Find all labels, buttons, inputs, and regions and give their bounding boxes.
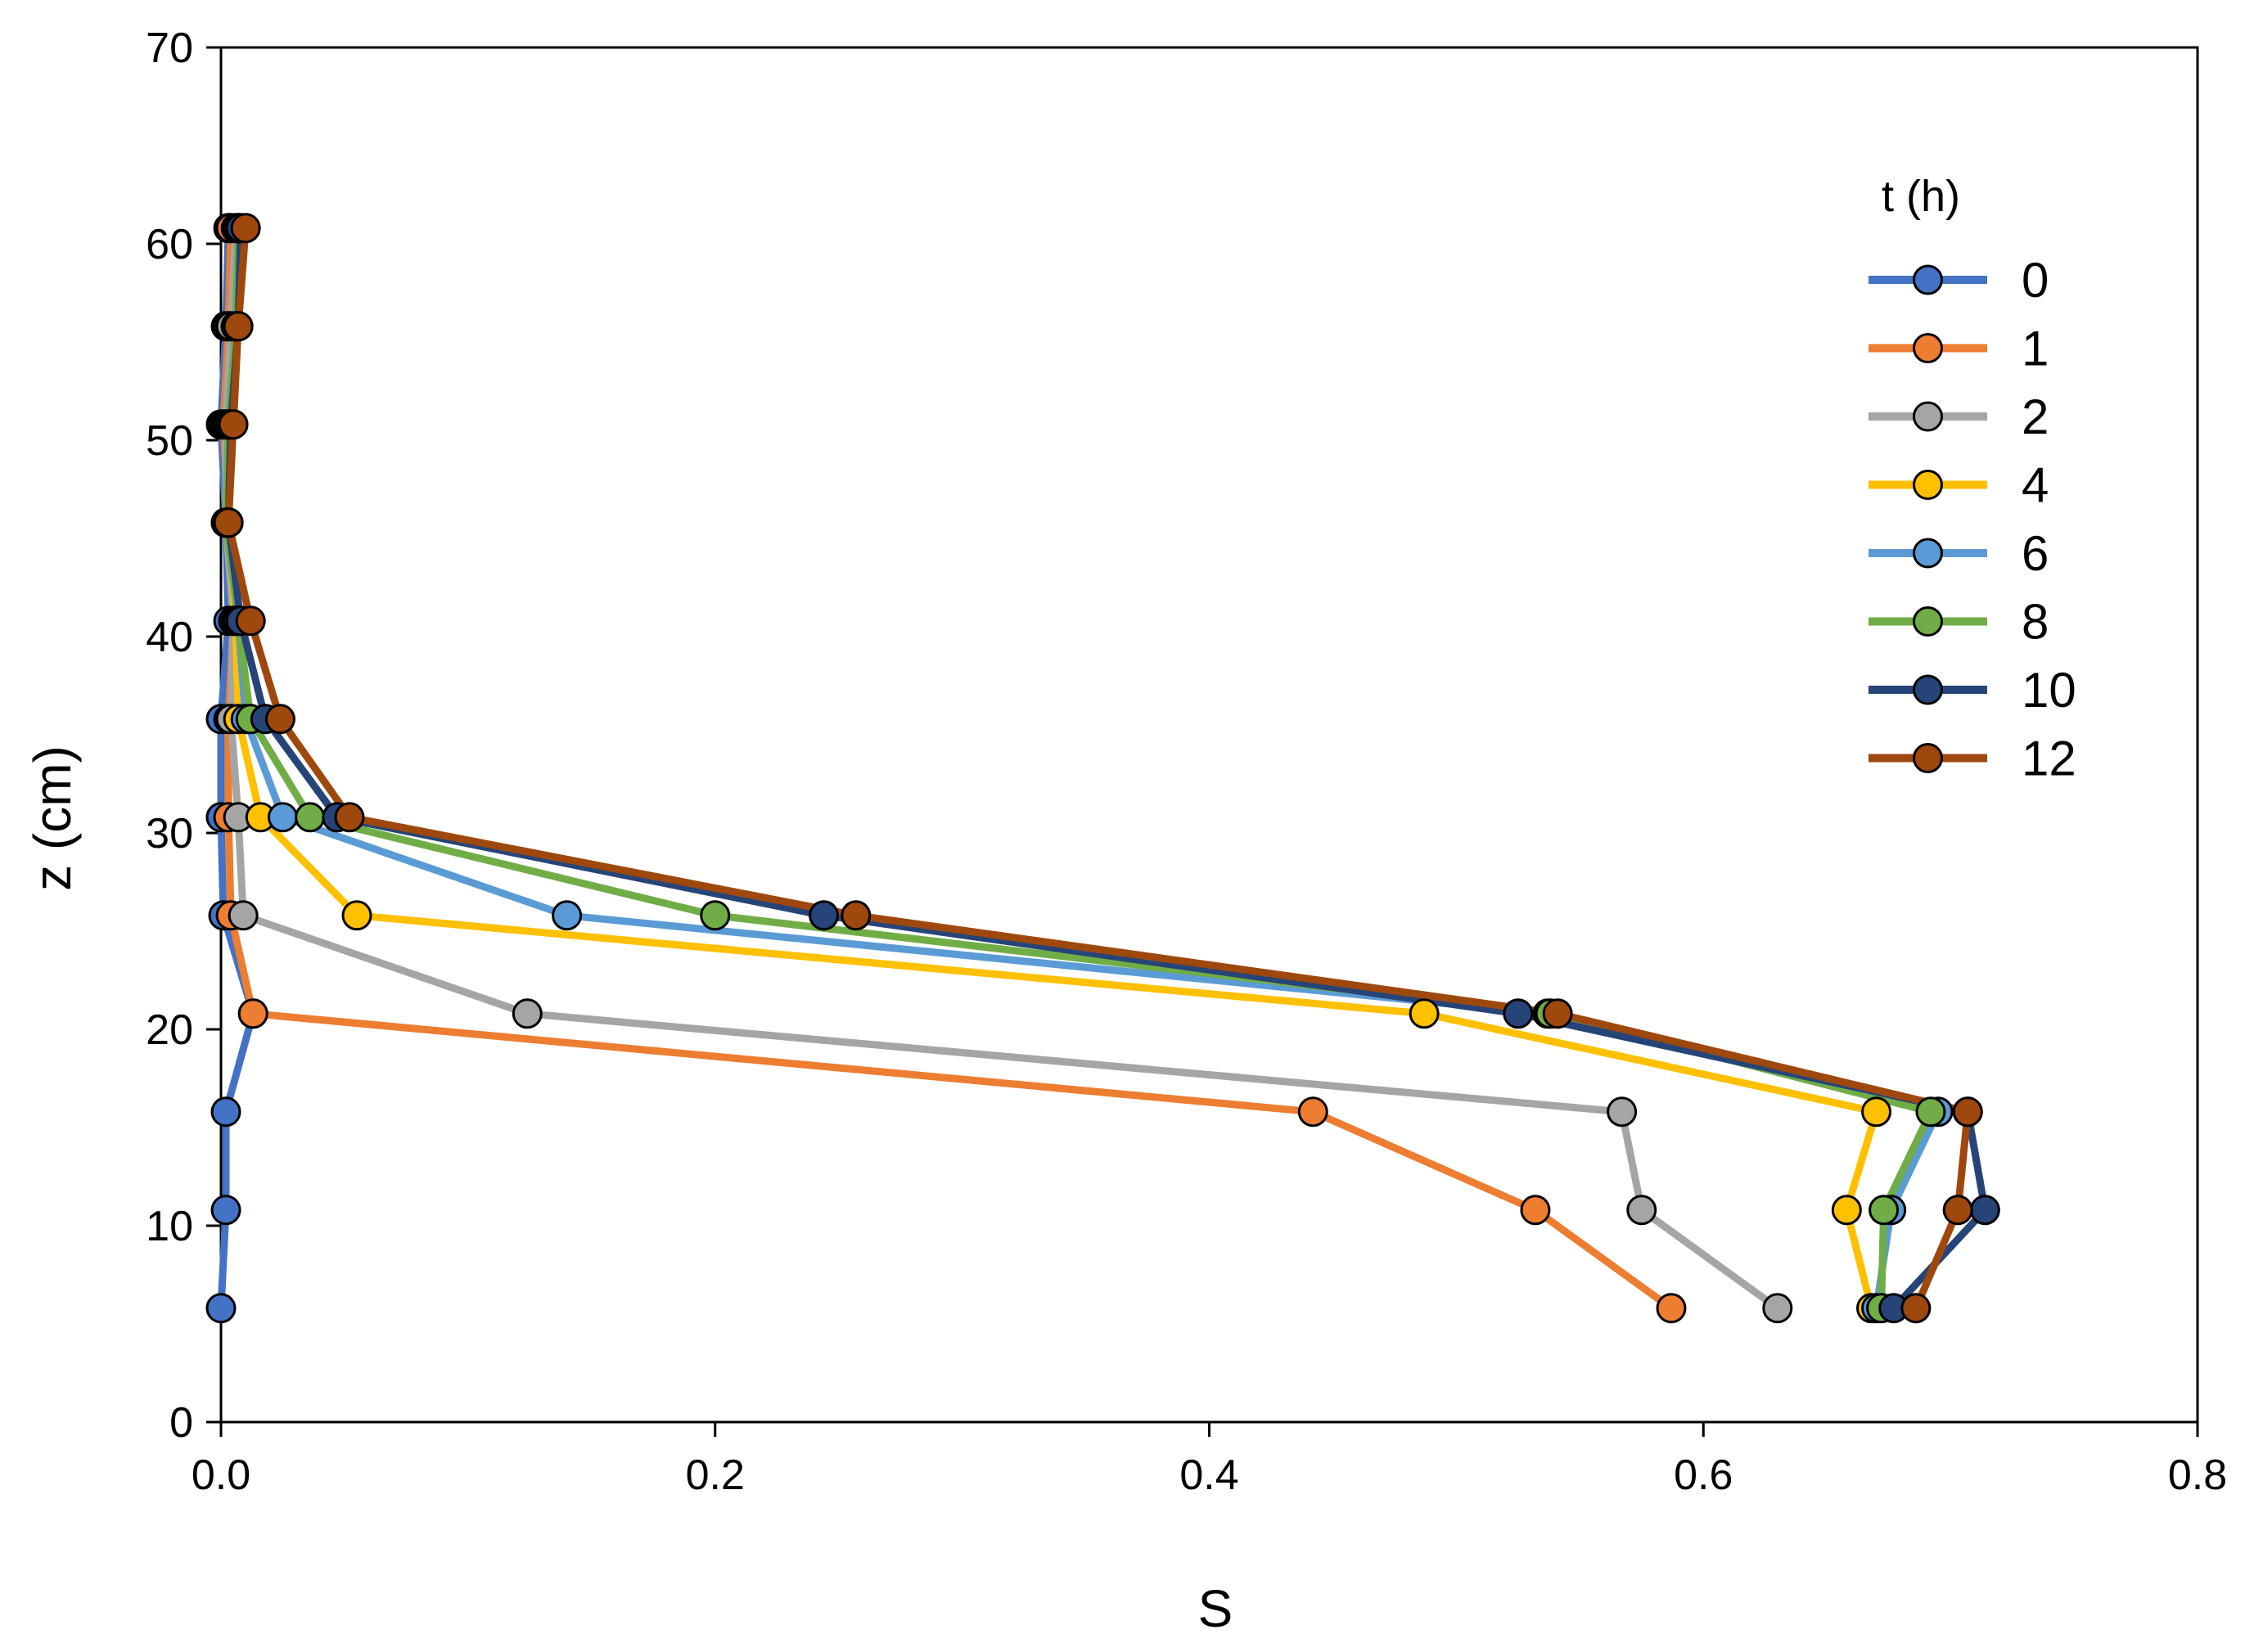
series-markers bbox=[205, 213, 2000, 1324]
legend-label-10: 10 bbox=[2022, 663, 2076, 718]
data-point-6 bbox=[552, 900, 583, 931]
data-point-2 bbox=[228, 900, 259, 931]
data-point-12 bbox=[264, 704, 295, 735]
legend-marker-10 bbox=[1913, 674, 1943, 705]
data-point-4 bbox=[1409, 998, 1440, 1029]
series-line-12 bbox=[224, 224, 1972, 1312]
data-point-6 bbox=[267, 802, 298, 833]
y-tick-label: 60 bbox=[146, 221, 193, 268]
data-point-0 bbox=[210, 1195, 241, 1226]
legend-marker-6 bbox=[1913, 538, 1943, 569]
y-tick-label: 70 bbox=[146, 25, 193, 72]
data-point-0 bbox=[210, 1096, 241, 1128]
data-point-10 bbox=[809, 900, 840, 931]
legend-label-6: 6 bbox=[2022, 526, 2049, 581]
x-tick-label: 0.4 bbox=[1179, 1452, 1238, 1499]
data-point-1 bbox=[1297, 1096, 1328, 1128]
data-point-1 bbox=[1656, 1293, 1687, 1324]
data-point-8 bbox=[1915, 1096, 1946, 1128]
x-tick-label: 0.2 bbox=[686, 1452, 745, 1499]
legend-marker-2 bbox=[1913, 401, 1943, 432]
legend-marker-1 bbox=[1913, 333, 1943, 363]
x-axis-title: S bbox=[1198, 1579, 1233, 1638]
data-point-12 bbox=[235, 605, 266, 637]
legend-label-2: 2 bbox=[2022, 389, 2049, 444]
data-point-10 bbox=[1969, 1195, 2000, 1226]
data-point-0 bbox=[205, 1293, 237, 1324]
data-point-12 bbox=[213, 507, 244, 538]
series-lines bbox=[217, 224, 1989, 1312]
x-tick-label: 0.0 bbox=[192, 1452, 250, 1499]
data-point-4 bbox=[341, 900, 372, 931]
data-point-10 bbox=[1503, 998, 1534, 1029]
y-tick-label: 50 bbox=[146, 417, 193, 465]
data-point-1 bbox=[1520, 1195, 1551, 1226]
legend-label-0: 0 bbox=[2022, 253, 2049, 308]
data-point-12 bbox=[841, 900, 872, 931]
legend-label-12: 12 bbox=[2022, 731, 2076, 786]
x-tick-label: 0.6 bbox=[1674, 1452, 1733, 1499]
data-point-12 bbox=[1900, 1293, 1932, 1324]
legend-label-8: 8 bbox=[2022, 595, 2049, 650]
y-tick-label: 10 bbox=[146, 1203, 193, 1250]
data-point-8 bbox=[1869, 1195, 1900, 1226]
data-point-12 bbox=[334, 802, 365, 833]
data-point-8 bbox=[295, 802, 326, 833]
data-point-12 bbox=[1952, 1096, 1983, 1128]
y-axis-title: z (cm) bbox=[23, 745, 82, 891]
legend-label-4: 4 bbox=[2022, 458, 2049, 513]
data-point-4 bbox=[1861, 1096, 1892, 1128]
y-tick-label: 30 bbox=[146, 810, 193, 858]
data-point-12 bbox=[230, 213, 261, 244]
data-point-12 bbox=[1942, 1195, 1973, 1226]
legend-marker-0 bbox=[1913, 264, 1943, 295]
legend-title: t (h) bbox=[1882, 172, 1960, 221]
x-tick-label: 0.8 bbox=[2168, 1452, 2227, 1499]
legend-label-1: 1 bbox=[2022, 322, 2049, 376]
data-point-4 bbox=[1831, 1195, 1862, 1226]
data-point-12 bbox=[218, 409, 249, 440]
data-point-12 bbox=[1542, 998, 1573, 1029]
data-point-2 bbox=[1626, 1195, 1657, 1226]
y-tick-label: 20 bbox=[146, 1006, 193, 1054]
data-point-8 bbox=[700, 900, 731, 931]
data-point-1 bbox=[237, 998, 268, 1029]
data-point-12 bbox=[223, 311, 254, 342]
y-tick-label: 40 bbox=[146, 614, 193, 661]
data-point-2 bbox=[1762, 1293, 1793, 1324]
data-point-2 bbox=[512, 998, 543, 1029]
legend-marker-4 bbox=[1913, 470, 1943, 500]
y-tick-label: 0 bbox=[169, 1399, 193, 1447]
legend-marker-12 bbox=[1913, 743, 1943, 773]
data-point-2 bbox=[1607, 1096, 1638, 1128]
legend-marker-8 bbox=[1913, 606, 1943, 637]
